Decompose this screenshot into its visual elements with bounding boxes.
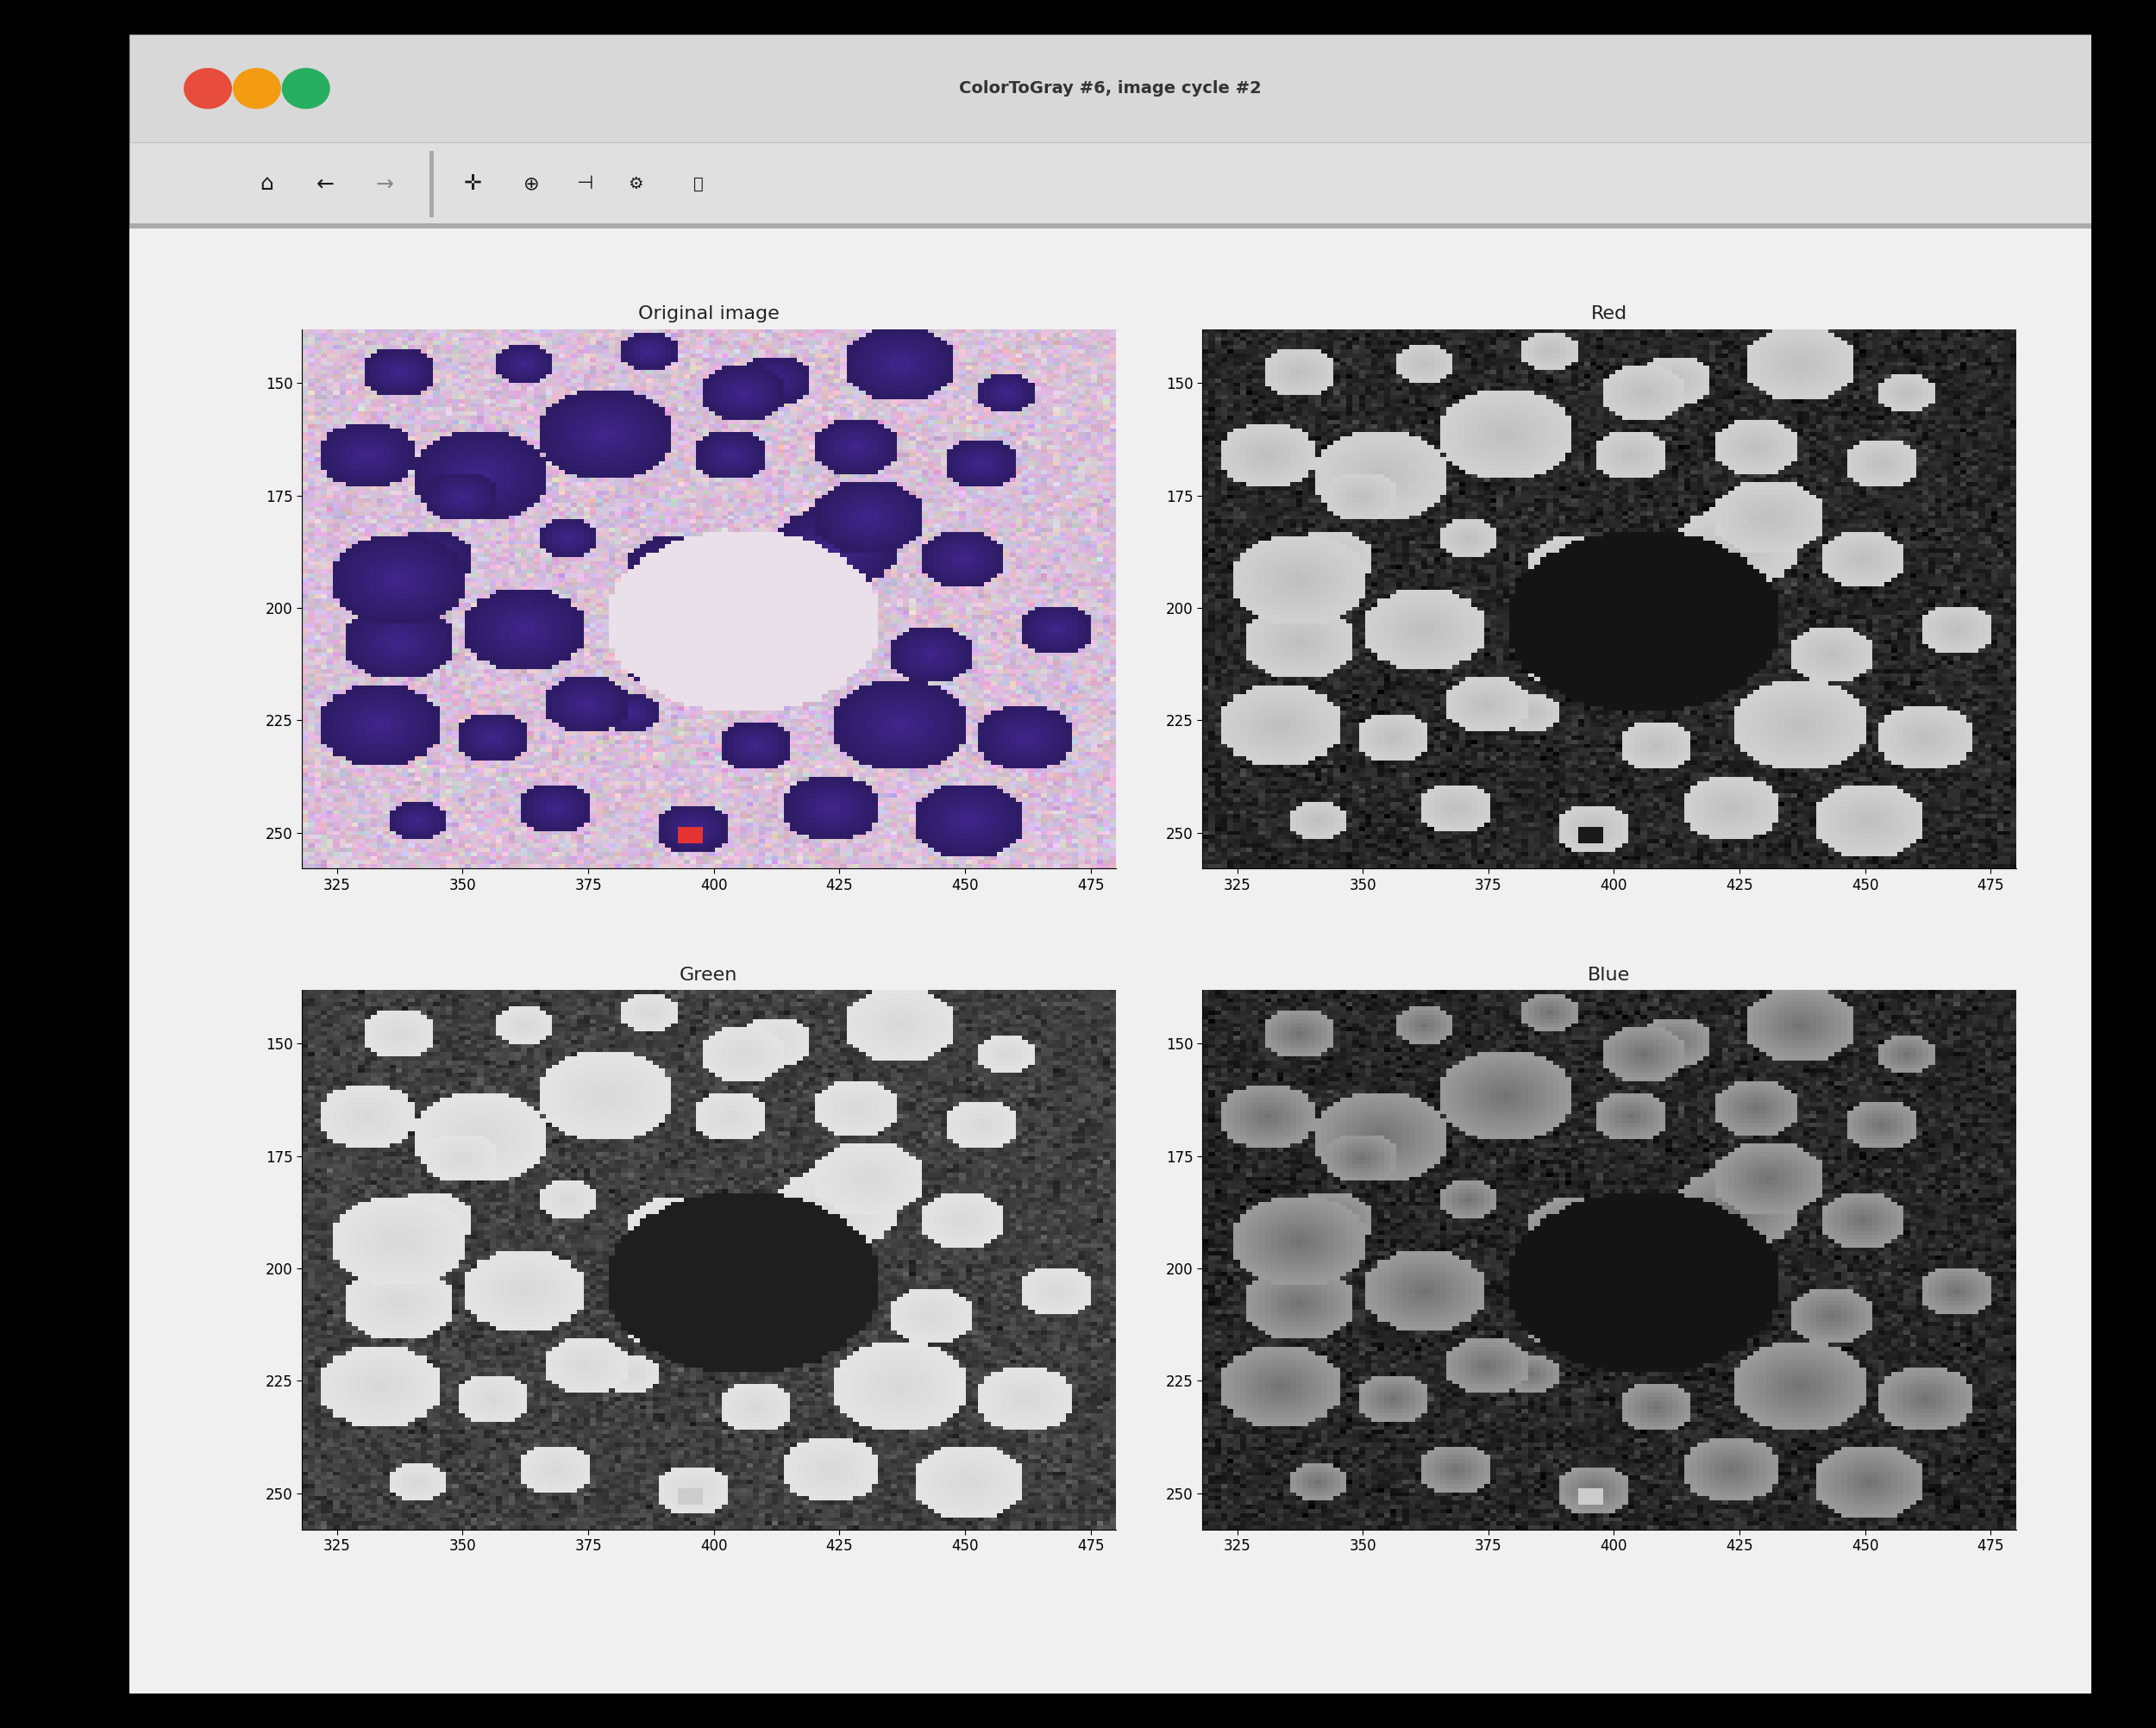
Text: ⌂: ⌂ [261,173,274,194]
Circle shape [183,69,231,109]
Circle shape [233,69,280,109]
Text: →: → [375,173,392,194]
Bar [129,35,2091,142]
Title: Red: Red [1591,306,1628,323]
Text: ⚙: ⚙ [627,176,642,192]
Title: Green: Green [679,966,737,983]
Text: ⊕: ⊕ [524,175,539,192]
Title: Blue: Blue [1587,966,1630,983]
Circle shape [282,69,330,109]
Bar [129,225,2091,1693]
Text: ⊣: ⊣ [576,175,593,192]
Bar [129,223,2091,228]
Text: ✛: ✛ [464,173,481,194]
Text: 💾: 💾 [694,176,703,192]
Title: Original image: Original image [638,306,780,323]
Text: ←: ← [317,173,334,194]
Bar [129,142,2091,225]
Text: ColorToGray #6, image cycle #2: ColorToGray #6, image cycle #2 [959,79,1261,97]
Bar [429,150,433,218]
